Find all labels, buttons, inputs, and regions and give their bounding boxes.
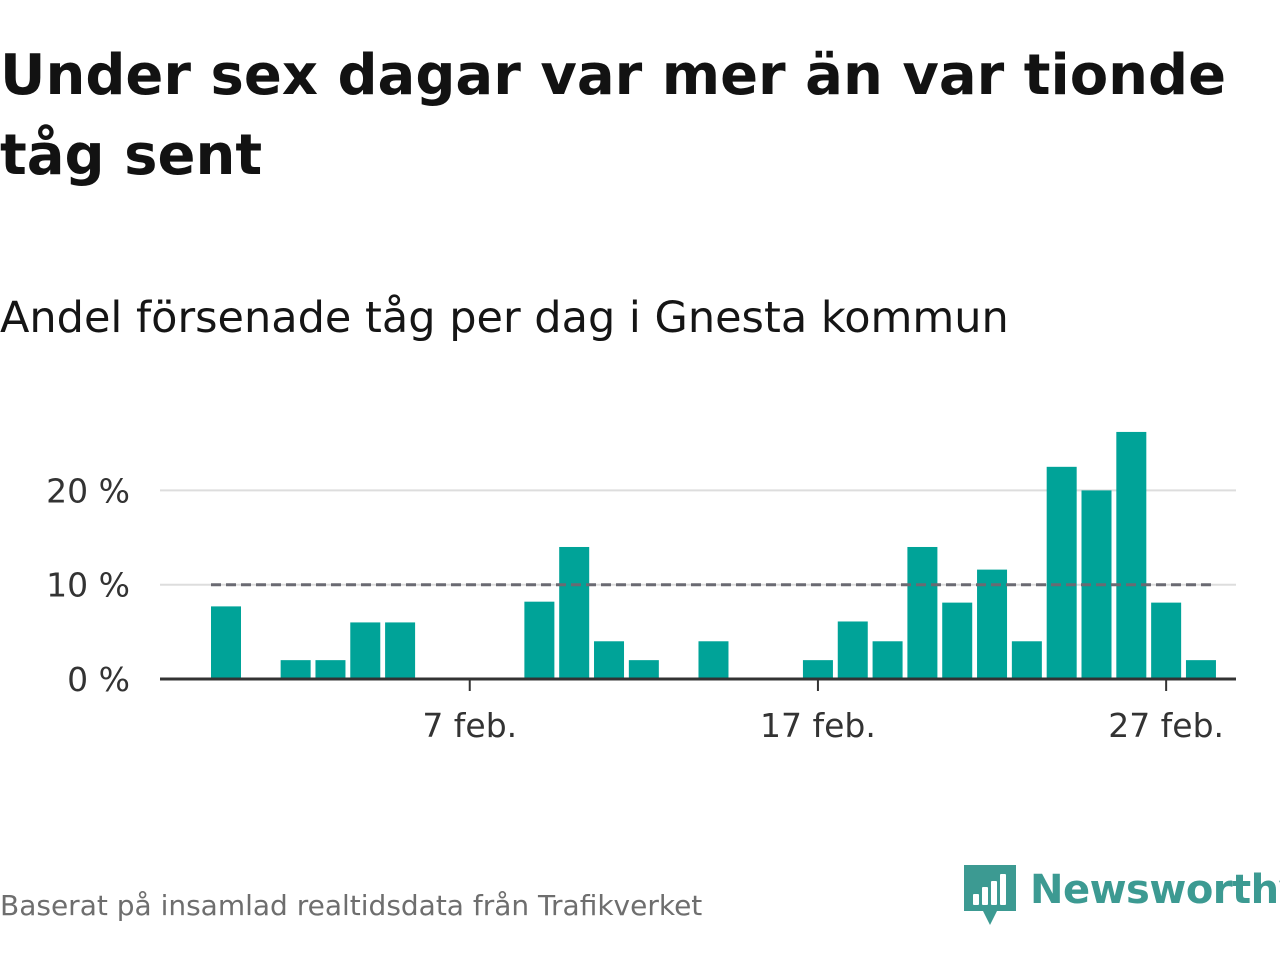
- bar: [1011, 641, 1042, 679]
- bar: [628, 660, 659, 679]
- y-tick-label: 10 %: [46, 566, 130, 605]
- source-note: Baserat på insamlad realtidsdata från Tr…: [0, 889, 703, 922]
- bar: [559, 546, 590, 679]
- newsworthy-logo-icon: [964, 865, 1016, 925]
- bar: [698, 641, 729, 679]
- bars: [211, 431, 1216, 679]
- bar: [315, 660, 346, 679]
- x-tick-label: 7 feb.: [422, 706, 517, 745]
- chart-subtitle: Andel försenade tåg per dag i Gnesta kom…: [0, 293, 1009, 343]
- x-axis-labels: 7 feb. 17 feb. 27 feb.: [422, 706, 1224, 745]
- bar: [977, 569, 1008, 679]
- x-axis: [160, 677, 1236, 691]
- x-tick-label: 27 feb.: [1108, 706, 1224, 745]
- y-tick-label: 20 %: [46, 471, 130, 510]
- bar: [1185, 660, 1216, 679]
- y-axis-labels: 0 % 10 % 20 %: [46, 471, 130, 699]
- bar: [907, 546, 938, 679]
- bar: [1116, 431, 1147, 679]
- bar: [802, 660, 833, 679]
- bar: [350, 622, 381, 679]
- bar: [594, 641, 625, 679]
- bar: [872, 641, 903, 679]
- brand-name: Newsworthy: [1030, 867, 1280, 913]
- bar: [942, 602, 973, 679]
- x-tick-label: 17 feb.: [760, 706, 876, 745]
- bar: [280, 660, 311, 679]
- bar: [211, 606, 241, 679]
- delayed-trains-bar-chart: 0 % 10 % 20 % 7 feb. 17 feb. 27 feb.: [46, 431, 1236, 745]
- y-tick-label: 0 %: [67, 660, 130, 699]
- chart-title: Under sex dagar var mer än var tionde tå…: [0, 43, 1227, 188]
- bar: [1046, 466, 1077, 679]
- bar: [837, 621, 868, 679]
- bar: [385, 622, 416, 679]
- bar: [1151, 602, 1182, 679]
- newsworthy-brand: Newsworthy: [964, 864, 1280, 928]
- bar: [524, 601, 555, 679]
